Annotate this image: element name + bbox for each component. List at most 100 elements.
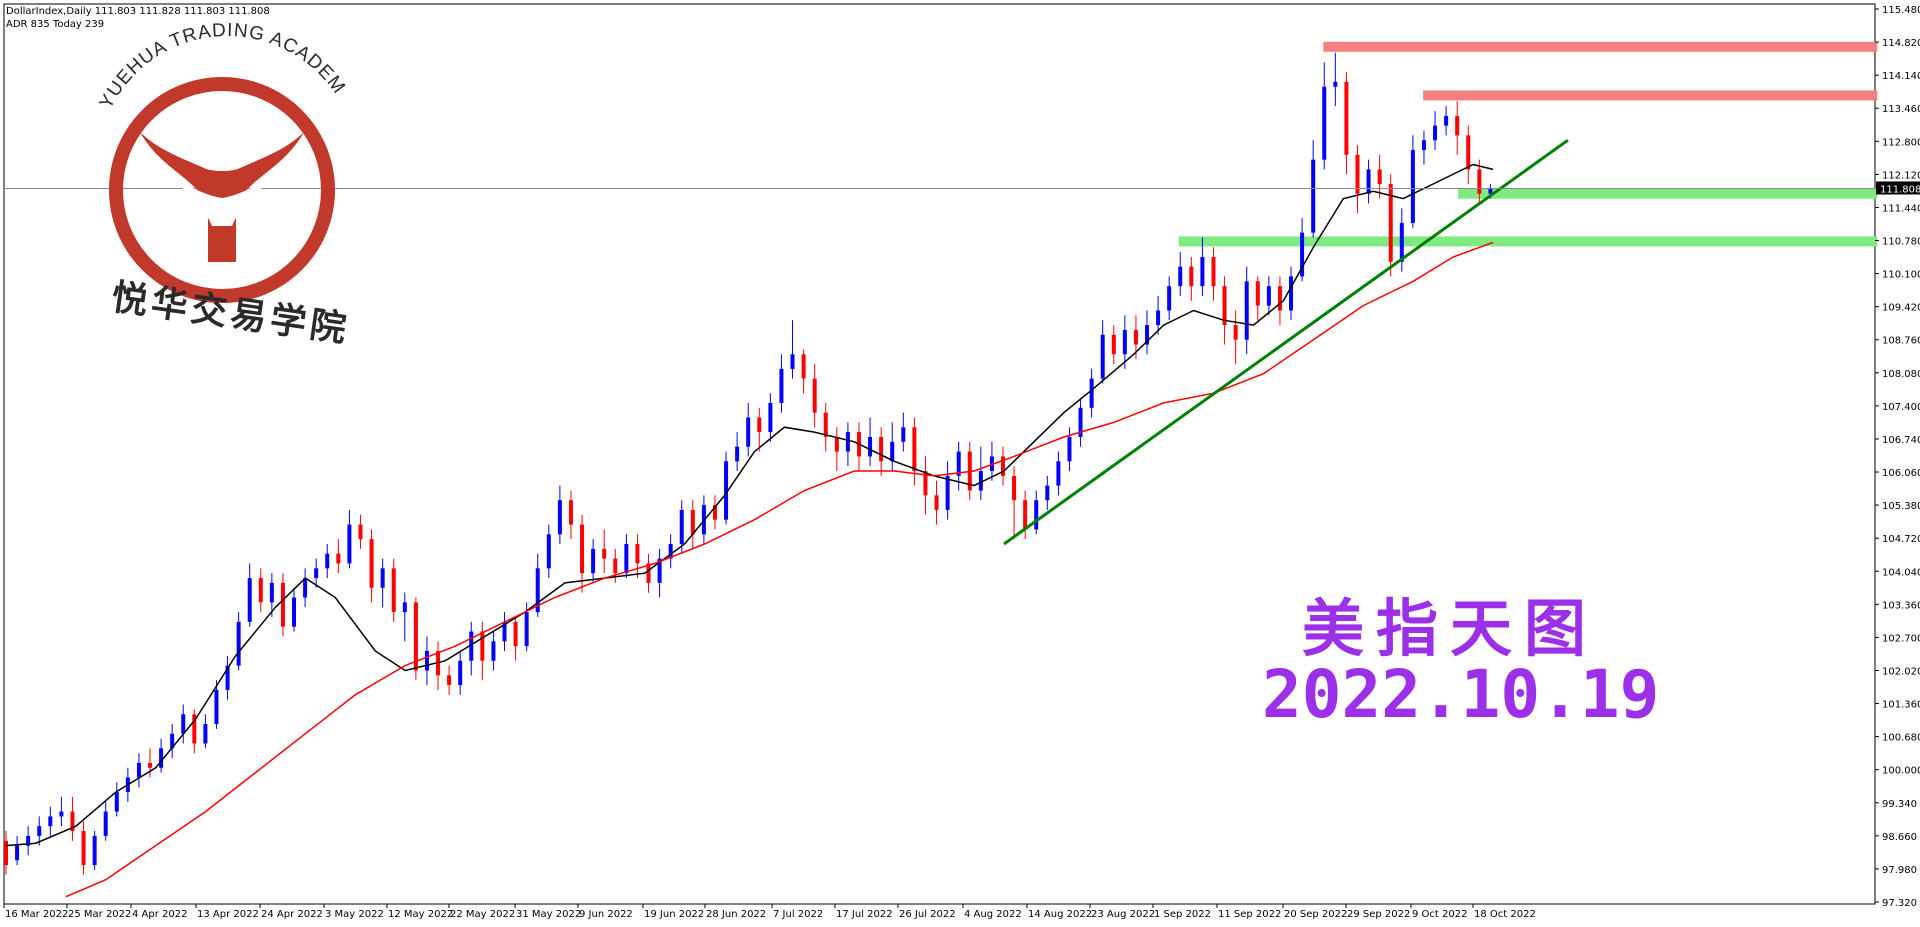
candle-body (712, 505, 717, 520)
candle-body (258, 578, 263, 603)
candle (1122, 315, 1127, 369)
candle (380, 558, 385, 608)
candle (956, 441, 961, 491)
y-tick-label: 97.320 (1882, 898, 1917, 909)
candle (358, 514, 363, 549)
candle-body (1388, 184, 1393, 262)
candle-body (1156, 310, 1161, 326)
candle-body (1277, 286, 1282, 311)
resistance-zone-0 (1323, 41, 1878, 52)
candle (1233, 310, 1238, 364)
candle-body (491, 641, 496, 661)
candle-body (1023, 500, 1028, 530)
logo-emblem-inner (172, 178, 272, 226)
symbol-line: DollarIndex,Daily 111.803 111.828 111.80… (6, 6, 270, 17)
candle-body (890, 441, 895, 462)
candle (513, 616, 518, 661)
candle (1111, 325, 1116, 364)
candle-body (424, 651, 429, 671)
x-tick-label: 16 Mar 2022 (5, 909, 68, 920)
x-tick-label: 3 May 2022 (325, 909, 384, 920)
candle (602, 529, 607, 574)
candle-body (1477, 169, 1482, 194)
candle (1023, 490, 1028, 540)
candle (391, 558, 396, 622)
x-tick-label: 22 May 2022 (450, 909, 515, 920)
candle-body (336, 553, 341, 564)
x-tick-label: 12 May 2022 (388, 909, 453, 920)
candle-body (1111, 334, 1116, 355)
candle-body (1211, 256, 1216, 287)
candle-body (159, 748, 164, 768)
candle-body (812, 378, 817, 413)
candle-body (657, 558, 662, 583)
candle (1455, 101, 1460, 155)
candle (690, 500, 695, 549)
candle (557, 485, 562, 544)
candle (1222, 276, 1227, 345)
candle (1433, 111, 1438, 150)
y-tick-label: 104.040 (1882, 567, 1920, 578)
y-tick-label: 100.680 (1882, 733, 1920, 744)
candle (1477, 159, 1482, 204)
candle-body (469, 631, 474, 661)
y-tick-label: 106.060 (1882, 468, 1920, 479)
candle-body (1322, 86, 1327, 160)
candle (1444, 106, 1449, 136)
candle-body (1311, 159, 1316, 233)
x-tick-label: 11 Sep 2022 (1218, 909, 1281, 920)
candle (1034, 490, 1039, 535)
candle-body (746, 417, 751, 447)
candle-body (15, 845, 20, 861)
x-tick-label: 19 Jun 2022 (644, 909, 704, 920)
candle (1421, 130, 1426, 165)
y-tick-label: 110.100 (1882, 270, 1920, 281)
candle-body (181, 714, 186, 734)
candle (1001, 446, 1006, 486)
candle-body (1200, 256, 1205, 287)
candle (812, 364, 817, 428)
candle (402, 592, 407, 642)
y-tick-label: 115.480 (1882, 5, 1920, 16)
candle (170, 724, 175, 759)
candle (303, 568, 308, 608)
candle (580, 514, 585, 593)
current-price-tag (1876, 181, 1920, 195)
candle-body (524, 612, 529, 647)
candle-body (1233, 325, 1238, 340)
candle (336, 539, 341, 574)
candle (15, 835, 20, 866)
candle (568, 490, 573, 540)
candle (469, 621, 474, 676)
candle-body (724, 461, 729, 520)
x-tick-label: 4 Apr 2022 (132, 909, 187, 920)
candle-body (1145, 325, 1150, 345)
y-tick-label: 112.120 (1882, 170, 1920, 181)
candle (923, 456, 928, 515)
candle (1167, 276, 1172, 321)
candle-body (879, 436, 884, 462)
y-tick-label: 110.780 (1882, 237, 1920, 248)
candles (4, 52, 1493, 875)
candle-body (303, 578, 308, 598)
candle (458, 651, 463, 695)
candle-body (1012, 475, 1017, 501)
y-tick-label: 98.660 (1882, 832, 1917, 843)
y-tick-label: 100.000 (1882, 766, 1920, 777)
x-tick-label: 7 Jul 2022 (773, 909, 823, 920)
candle (236, 612, 241, 671)
x-tick-label: 9 Oct 2022 (1412, 909, 1467, 920)
x-tick-label: 28 Jun 2022 (706, 909, 766, 920)
candle-body (4, 840, 8, 866)
candle-body (568, 500, 573, 525)
annotation-title: 美指天图 (1302, 592, 1599, 665)
logo: YUEHUA TRADING ACADEMY (0, 0, 348, 303)
candle (591, 539, 596, 583)
candle-body (646, 563, 651, 583)
candle-body (1001, 456, 1006, 476)
candle (1277, 276, 1282, 326)
candle-body (1034, 500, 1039, 530)
candle (801, 349, 806, 394)
candle-body (868, 436, 873, 457)
candle (1145, 310, 1150, 355)
